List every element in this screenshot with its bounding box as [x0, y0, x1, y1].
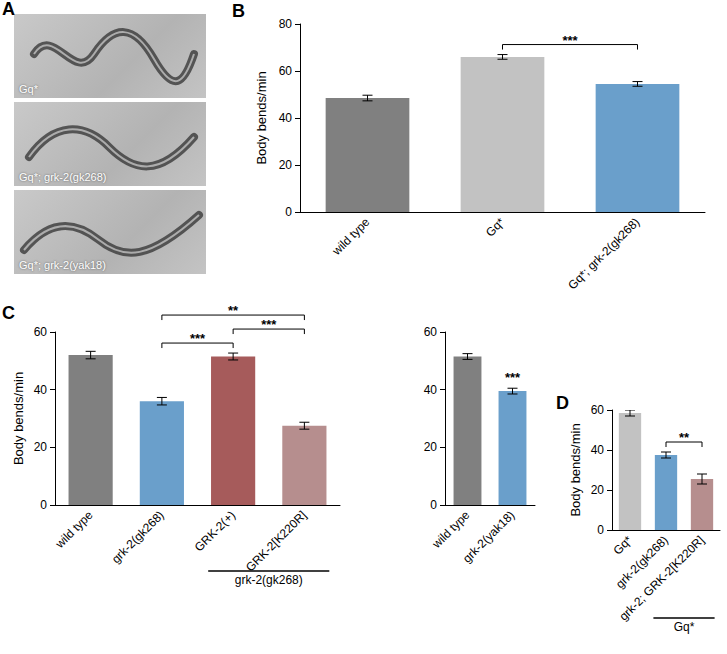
svg-text:**: **: [679, 430, 690, 445]
svg-text:60: 60: [591, 403, 605, 417]
svg-text:60: 60: [279, 64, 293, 78]
svg-text:Gq*: Gq*: [610, 533, 635, 558]
svg-text:wild type: wild type: [329, 215, 373, 259]
svg-text:A: A: [2, 0, 15, 19]
svg-text:***: ***: [261, 317, 277, 332]
svg-text:***: ***: [190, 331, 206, 346]
svg-text:Gq*; grk-2(gk268): Gq*; grk-2(gk268): [565, 215, 642, 292]
svg-text:40: 40: [34, 383, 48, 397]
svg-text:C: C: [2, 303, 15, 323]
svg-text:20: 20: [591, 483, 605, 497]
svg-text:80: 80: [279, 17, 293, 31]
svg-text:wild type: wild type: [52, 508, 96, 552]
svg-text:Gq*: Gq*: [483, 215, 508, 240]
svg-text:Body bends/min: Body bends/min: [568, 423, 583, 516]
svg-text:0: 0: [40, 498, 47, 512]
svg-text:0: 0: [430, 498, 437, 512]
svg-text:0: 0: [285, 205, 292, 219]
svg-text:60: 60: [34, 325, 48, 339]
svg-text:**: **: [228, 303, 239, 318]
svg-text:GRK-2[K220R]: GRK-2[K220R]: [243, 508, 309, 574]
svg-text:GRK-2(+): GRK-2(+): [192, 508, 238, 554]
svg-text:40: 40: [591, 443, 605, 457]
svg-text:Body bends/min: Body bends/min: [254, 71, 269, 164]
svg-text:Body bends/min: Body bends/min: [11, 372, 26, 465]
svg-text:grk-2(gk268): grk-2(gk268): [235, 573, 303, 587]
svg-text:20: 20: [424, 440, 438, 454]
svg-text:wild type: wild type: [429, 508, 473, 552]
svg-text:***: ***: [505, 370, 521, 385]
svg-text:20: 20: [279, 158, 293, 172]
svg-text:grk-2(gk268): grk-2(gk268): [613, 533, 671, 591]
html-text:Gq*; grk-2(yak18): Gq*; grk-2(yak18): [19, 259, 106, 271]
svg-text:60: 60: [424, 325, 438, 339]
svg-text:***: ***: [562, 33, 578, 48]
html-text:Gq*; grk-2(gk268): Gq*; grk-2(gk268): [19, 171, 107, 183]
html-text:Gq*: Gq*: [19, 83, 38, 95]
svg-text:D: D: [556, 393, 569, 413]
svg-text:grk-2; GRK-2[K220R]: grk-2; GRK-2[K220R]: [617, 533, 707, 623]
svg-text:40: 40: [279, 111, 293, 125]
svg-text:grk-2(gk268): grk-2(gk268): [109, 508, 167, 566]
svg-text:grk-2(yak18): grk-2(yak18): [460, 508, 517, 565]
svg-text:20: 20: [34, 440, 48, 454]
svg-text:0: 0: [597, 523, 604, 537]
svg-text:B: B: [232, 1, 245, 21]
svg-text:40: 40: [424, 383, 438, 397]
svg-text:Gq*: Gq*: [674, 620, 695, 634]
